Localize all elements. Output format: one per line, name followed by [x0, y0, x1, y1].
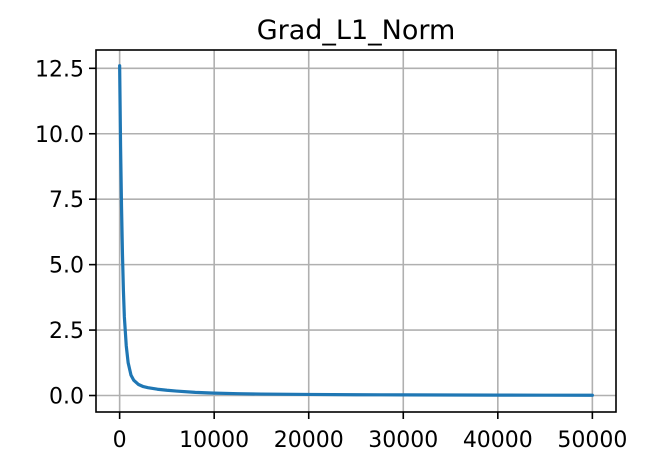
- y-tick-label: 5.0: [49, 254, 84, 279]
- grid: [96, 50, 616, 412]
- x-tick-label: 50000: [557, 428, 627, 453]
- y-tick-label: 7.5: [49, 188, 84, 213]
- x-tick-label: 10000: [179, 428, 249, 453]
- series-layer: [118, 64, 594, 397]
- series-line: [118, 64, 594, 397]
- chart-title: Grad_L1_Norm: [257, 15, 456, 46]
- y-tick-label: 0.0: [49, 385, 84, 410]
- y-tick-label: 12.5: [35, 57, 84, 82]
- x-tick-label: 30000: [368, 428, 438, 453]
- y-tick-label: 10.0: [35, 123, 84, 148]
- x-tick-label: 20000: [274, 428, 344, 453]
- y-tick-label: 2.5: [49, 319, 84, 344]
- axis-ticks: 0 10000 20000 30000 40000 50000 0.0 2.5 5.0 7.5 10…: [35, 57, 627, 453]
- plot-frame: [95, 49, 617, 413]
- x-tick-label: 40000: [463, 428, 533, 453]
- x-tick-label: 0: [113, 428, 127, 453]
